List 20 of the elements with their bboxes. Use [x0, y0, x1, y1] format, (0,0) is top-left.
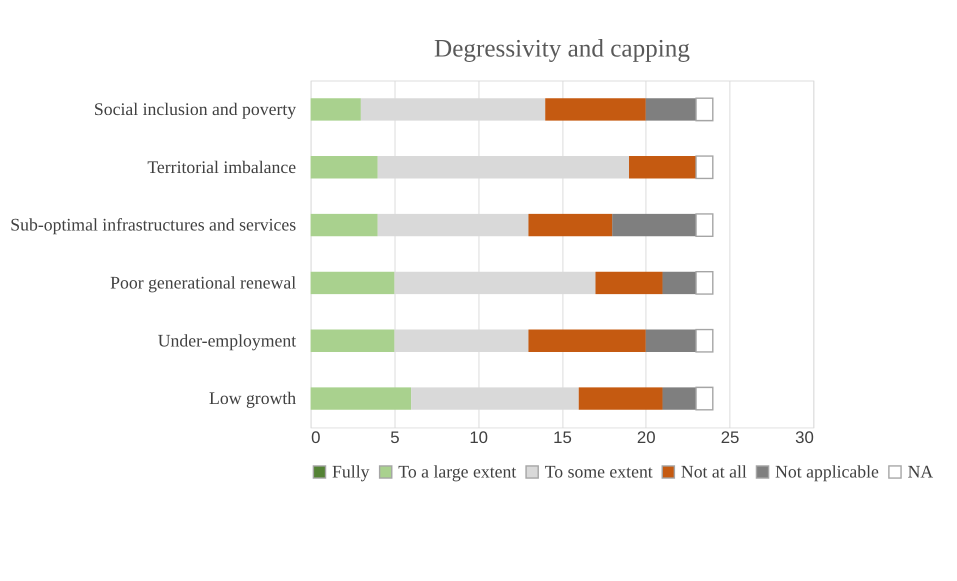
legend-label: To a large extent	[398, 462, 516, 482]
y-tick-label: Under-employment	[158, 330, 296, 350]
x-tick-label: 25	[720, 428, 740, 447]
legend-label: NA	[908, 462, 934, 482]
legend-label: To some extent	[544, 462, 653, 482]
x-tick-label: 10	[469, 428, 488, 447]
x-tick-label: 20	[636, 428, 656, 447]
x-tick-label: 30	[795, 428, 814, 447]
legend-label: Not applicable	[775, 462, 880, 482]
chart-title: Degressivity and capping	[434, 35, 690, 62]
legend-label: Not at all	[680, 462, 747, 482]
x-tick-label: 0	[311, 428, 320, 447]
x-tick-label: 15	[553, 428, 572, 447]
x-tick-label: 5	[390, 428, 400, 447]
legend-label: Fully	[332, 462, 370, 482]
y-tick-label: Sub-optimal infrastructures and services	[10, 214, 296, 235]
y-tick-label: Territorial imbalance	[147, 156, 296, 177]
y-tick-label: Low growth	[209, 388, 296, 408]
y-tick-label: Social inclusion and poverty	[94, 99, 296, 120]
y-tick-label: Poor generational renewal	[110, 272, 296, 293]
